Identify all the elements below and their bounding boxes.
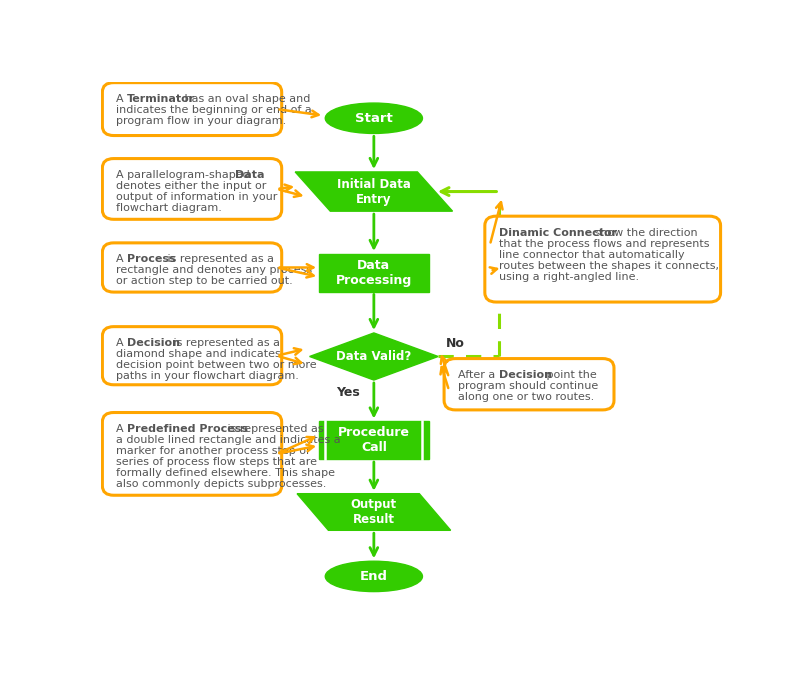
Text: is represented as a: is represented as a [164,254,274,265]
Text: A: A [116,338,127,348]
FancyBboxPatch shape [444,358,614,410]
FancyBboxPatch shape [485,216,721,302]
Text: Data
Processing: Data Processing [336,258,412,287]
Text: Process: Process [126,254,175,265]
Text: formally defined elsewhere. This shape: formally defined elsewhere. This shape [116,468,335,478]
Text: along one or two routes.: along one or two routes. [458,392,594,402]
Text: Procedure
Call: Procedure Call [338,426,410,454]
Text: marker for another process step or: marker for another process step or [116,446,311,456]
Text: program flow in your diagram.: program flow in your diagram. [116,116,286,126]
Text: Data: Data [235,170,265,180]
Text: No: No [446,337,464,350]
Text: Start: Start [355,112,392,124]
Polygon shape [295,172,452,211]
Text: denotes either the input or: denotes either the input or [116,181,266,191]
Text: program should continue: program should continue [458,381,598,391]
Text: indicates the beginning or end of a: indicates the beginning or end of a [116,105,312,115]
Text: A: A [116,94,127,104]
Text: also commonly depicts subprocesses.: also commonly depicts subprocesses. [116,479,327,489]
Text: flowchart diagram.: flowchart diagram. [116,203,222,213]
FancyBboxPatch shape [103,326,282,385]
Text: diamond shape and indicates: diamond shape and indicates [116,349,281,359]
FancyBboxPatch shape [103,243,282,292]
Text: is represented as a: is represented as a [170,338,280,348]
FancyBboxPatch shape [103,413,282,495]
Polygon shape [297,494,451,530]
Text: routes between the shapes it connects,: routes between the shapes it connects, [498,260,718,271]
Text: Decision: Decision [126,338,180,348]
Text: point the: point the [543,370,596,380]
Text: that the process flows and represents: that the process flows and represents [498,239,709,249]
FancyBboxPatch shape [103,158,282,220]
Text: or action step to be carried out.: or action step to be carried out. [116,276,293,286]
Text: series of process flow steps that are: series of process flow steps that are [116,457,317,467]
Text: decision point between two or more: decision point between two or more [116,360,317,370]
Text: has an oval shape and: has an oval shape and [180,94,310,104]
Text: line connector that automatically: line connector that automatically [498,250,684,260]
Text: A parallelogram-shaped: A parallelogram-shaped [116,170,253,180]
Text: Decision: Decision [499,370,553,380]
FancyBboxPatch shape [319,254,429,292]
Ellipse shape [325,561,422,592]
Text: is represented as: is represented as [224,424,324,434]
Text: End: End [360,570,388,583]
Text: A: A [116,424,127,434]
Text: After a: After a [458,370,498,380]
Text: paths in your flowchart diagram.: paths in your flowchart diagram. [116,371,299,381]
Text: a double lined rectangle and indicates a: a double lined rectangle and indicates a [116,435,341,445]
Text: Terminator: Terminator [126,94,195,104]
Ellipse shape [325,103,422,133]
Text: using a right-angled line.: using a right-angled line. [498,272,639,282]
Text: show the direction: show the direction [591,228,697,238]
Text: output of information in your: output of information in your [116,192,277,202]
Polygon shape [310,333,438,380]
FancyBboxPatch shape [103,83,282,135]
Text: rectangle and denotes any process: rectangle and denotes any process [116,265,312,275]
Text: Output
Result: Output Result [351,498,397,526]
FancyBboxPatch shape [319,422,429,459]
Text: Data Valid?: Data Valid? [337,350,412,363]
Text: Initial Data
Entry: Initial Data Entry [337,177,411,205]
Text: Dinamic Connector: Dinamic Connector [498,228,616,238]
Text: A: A [116,254,127,265]
Text: Yes: Yes [337,386,360,398]
Text: Predefined Process: Predefined Process [126,424,248,434]
